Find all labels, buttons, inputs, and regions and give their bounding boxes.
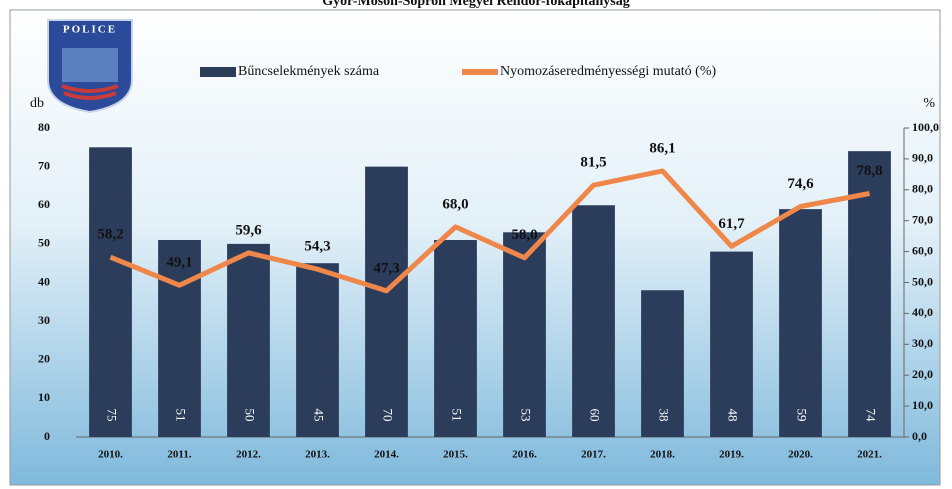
x-tick-label: 2017. (581, 449, 606, 461)
bar-value-label: 38 (657, 409, 672, 422)
x-tick-label: 2013. (305, 449, 330, 461)
bar-value-label: 60 (588, 409, 603, 422)
line-value-label: 58,2 (97, 227, 123, 243)
line-value-label: 81,5 (580, 155, 606, 171)
y2-tick-label: 50,0 (912, 274, 933, 288)
y-tick-label: 0 (44, 429, 50, 443)
y2-tick-label: 90,0 (912, 151, 933, 165)
bar (365, 166, 408, 437)
bar-value-label: 53 (519, 409, 534, 422)
bar (779, 209, 822, 437)
y-tick-label: 80 (38, 120, 50, 134)
line (109, 168, 870, 294)
bar (503, 232, 546, 437)
y-tick-label: 10 (38, 390, 50, 404)
bar (572, 205, 615, 437)
bar (158, 240, 201, 437)
y-tick-label: 50 (38, 236, 50, 250)
y2-axis-label: % (923, 96, 935, 111)
line-value-label: 74,6 (787, 176, 814, 192)
x-tick-label: 2020. (788, 449, 813, 461)
bar (710, 251, 753, 437)
bar (848, 151, 891, 438)
y2-tick-label: 20,0 (912, 367, 933, 381)
y-axis-label: db (30, 96, 44, 111)
x-tick-label: 2019. (719, 449, 744, 461)
y2-tick-label: 10,0 (912, 398, 933, 412)
line-value-label: 54,3 (304, 239, 330, 255)
y-tick-label: 20 (38, 352, 50, 366)
x-tick-label: 2015. (443, 449, 468, 461)
bar-value-label: 48 (726, 409, 741, 422)
y2-tick-label: 80,0 (912, 182, 933, 196)
bar (641, 290, 684, 437)
line-value-label: 86,1 (649, 140, 675, 156)
y-tick-label: 70 (38, 158, 50, 172)
y2-tick-label: 40,0 (912, 305, 933, 319)
y2-tick-label: 30,0 (912, 336, 933, 350)
x-tick-label: 2018. (650, 449, 675, 461)
y-tick-label: 40 (38, 274, 50, 288)
y-tick-label: 30 (38, 313, 50, 327)
line-value-label: 68,0 (442, 196, 468, 212)
x-tick-label: 2021. (857, 449, 882, 461)
bar-value-label: 74 (864, 409, 879, 423)
y2-tick-label: 60,0 (912, 243, 933, 257)
x-tick-label: 2011. (167, 449, 191, 461)
line-value-label: 58,0 (511, 227, 537, 243)
bar-value-label: 70 (381, 409, 396, 422)
legend-swatch (200, 67, 236, 77)
badge-waves (61, 84, 119, 100)
legend-label: Nyomozáseredményességi mutató (%) (500, 64, 716, 79)
y2-tick-label: 100,0 (912, 120, 939, 134)
legend-label: Bűncselekmények száma (238, 64, 380, 79)
badge-text: POLICE (63, 24, 117, 36)
chart-title: Győr-Moson-Sopron Megyei Rendőr-főkapitá… (322, 0, 629, 9)
line-value-label: 47,3 (373, 260, 399, 276)
line-value-label: 61,7 (718, 216, 745, 232)
legend: Bűncselekmények száma Nyomozáseredményess… (200, 64, 716, 79)
line-value-label: 49,1 (166, 255, 192, 271)
badge-shield (62, 48, 118, 82)
bar-value-label: 50 (243, 409, 258, 422)
logo: POLICE (47, 19, 133, 114)
bar (434, 240, 477, 437)
y-tick-label: 60 (38, 197, 50, 211)
x-tick-label: 2010. (98, 449, 123, 461)
bar (89, 147, 132, 437)
bar-value-label: 59 (795, 409, 810, 422)
line-value-label: 59,6 (235, 222, 262, 238)
bar-value-label: 75 (105, 409, 120, 422)
line-value-label: 78,8 (856, 163, 882, 179)
x-tick-label: 2012. (236, 449, 261, 461)
bar-value-label: 45 (312, 409, 327, 422)
y2-tick-label: 70,0 (912, 212, 933, 226)
y2-tick-label: 0,0 (912, 429, 927, 443)
bar (227, 243, 270, 437)
bar-value-label: 51 (174, 409, 189, 422)
x-tick-label: 2014. (374, 449, 399, 461)
x-tick-label: 2016. (512, 449, 537, 461)
bar (296, 263, 339, 437)
bar-value-label: 51 (450, 409, 465, 422)
